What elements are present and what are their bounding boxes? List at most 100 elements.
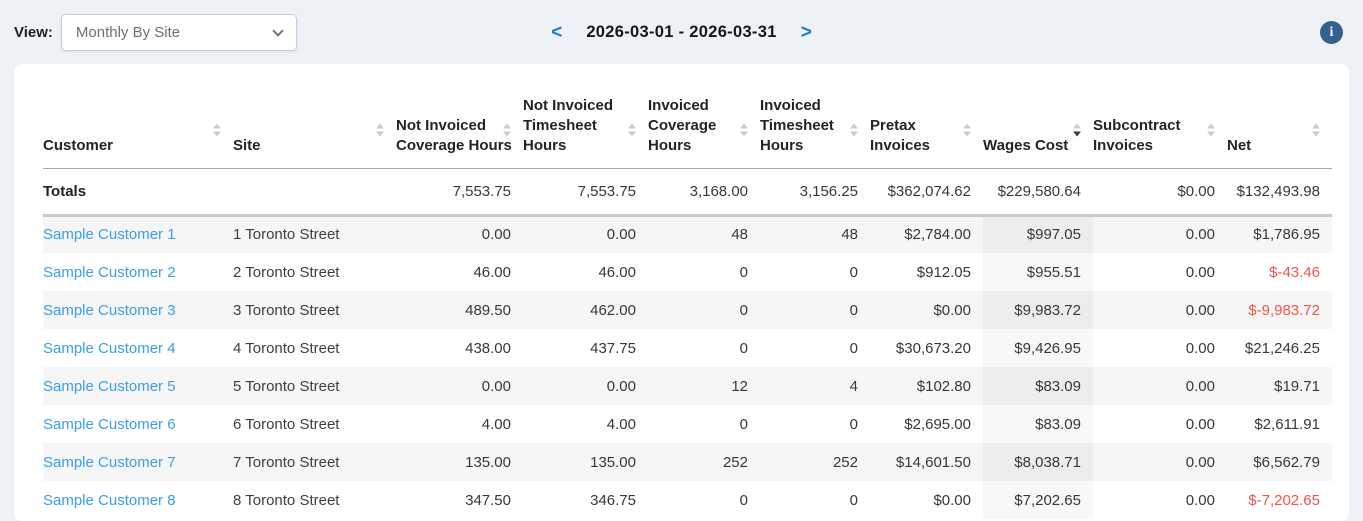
- site-cell: 5 Toronto Street: [233, 367, 396, 405]
- numeric-cell-subcontract-invoices: 0.00: [1093, 443, 1227, 481]
- numeric-cell-pretax-invoices: $0.00: [870, 291, 983, 329]
- numeric-cell-subcontract-invoices: 0.00: [1093, 367, 1227, 405]
- site-cell: 8 Toronto Street: [233, 491, 340, 509]
- numeric-cell-wages-cost: $997.05: [983, 215, 1093, 253]
- numeric-cell-invoiced-timesheet-hours: 0: [760, 291, 870, 329]
- numeric-cell-subcontract-invoices: 0.00: [1185, 491, 1215, 509]
- customer-link[interactable]: Sample Customer 8: [43, 491, 176, 509]
- column-header-invoiced-timesheet-hours[interactable]: Invoiced Timesheet Hours: [760, 92, 870, 169]
- numeric-cell-wages-cost: $7,202.65: [983, 481, 1093, 519]
- customer-link[interactable]: Sample Customer 1: [43, 226, 176, 244]
- customer-link[interactable]: Sample Customer 7: [43, 453, 176, 471]
- report-table: Customer Site Not Invoiced Coverage Hours No…: [43, 92, 1332, 519]
- customer-cell: Sample Customer 2: [43, 253, 233, 291]
- numeric-cell-pretax-invoices: $2,695.00: [904, 415, 971, 433]
- customer-link[interactable]: Sample Customer 4: [43, 339, 176, 357]
- customer-link[interactable]: Sample Customer 6: [43, 415, 176, 433]
- column-header-invoiced-coverage-hours[interactable]: Invoiced Coverage Hours: [648, 92, 760, 169]
- next-period-button[interactable]: >: [800, 21, 812, 43]
- numeric-cell-not-invoiced-coverage-hours: 135.00: [396, 443, 523, 481]
- column-header-customer[interactable]: Customer: [43, 92, 233, 169]
- table-row: Sample Customer 2 2 Toronto Street 46.00 46…: [43, 253, 1332, 291]
- numeric-cell-not-invoiced-coverage-hours: 347.50: [465, 491, 511, 509]
- numeric-cell-invoiced-coverage-hours: 252: [648, 443, 760, 481]
- numeric-cell-invoiced-coverage-hours: 0: [739, 263, 748, 281]
- column-label: Not Invoiced Timesheet Hours: [523, 96, 614, 154]
- customer-cell: Sample Customer 7: [43, 443, 233, 481]
- site-cell: 3 Toronto Street: [233, 291, 396, 329]
- numeric-cell-subcontract-invoices: 0.00: [1185, 415, 1215, 433]
- numeric-cell-invoiced-coverage-hours: 0: [739, 491, 748, 509]
- column-header-not-invoiced-timesheet-hours[interactable]: Not Invoiced Timesheet Hours: [523, 92, 648, 169]
- numeric-cell-invoiced-coverage-hours: 0: [739, 415, 748, 433]
- column-label: Not Invoiced Coverage Hours: [396, 116, 512, 154]
- numeric-cell-invoiced-timesheet-hours: 0: [849, 339, 858, 357]
- customer-link[interactable]: Sample Customer 5: [43, 377, 176, 395]
- sort-icon: [376, 123, 384, 137]
- table-row: Sample Customer 1 1 Toronto Street 0.00 0.0…: [43, 215, 1332, 253]
- numeric-cell-pretax-invoices: $14,601.50: [870, 443, 983, 481]
- column-header-not-invoiced-coverage-hours[interactable]: Not Invoiced Coverage Hours: [396, 92, 523, 169]
- numeric-cell-invoiced-coverage-hours: 12: [648, 367, 760, 405]
- numeric-cell-not-invoiced-timesheet-hours: 0.00: [523, 367, 648, 405]
- info-icon[interactable]: i: [1320, 20, 1343, 44]
- chevron-down-icon: [272, 24, 284, 37]
- column-header-subcontract-invoices[interactable]: Subcontract Invoices: [1093, 92, 1227, 169]
- numeric-cell-invoiced-coverage-hours: 48: [648, 215, 760, 253]
- totals-cell-subcontract-invoices: $0.00: [1093, 168, 1227, 217]
- view-label: View:: [14, 23, 53, 41]
- numeric-cell-pretax-invoices: $0.00: [933, 491, 971, 509]
- table-row: Sample Customer 3 3 Toronto Street 489.50 4…: [43, 291, 1332, 329]
- numeric-cell-net: $21,246.25: [1244, 339, 1320, 357]
- numeric-cell-not-invoiced-timesheet-hours: 4.00: [606, 415, 636, 433]
- totals-site-cell: [233, 168, 396, 217]
- numeric-cell-not-invoiced-timesheet-hours: 46.00: [598, 263, 636, 281]
- site-cell: 1 Toronto Street: [233, 215, 396, 253]
- sort-icon: [1312, 123, 1320, 137]
- totals-cell-invoiced-timesheet-hours: 3,156.25: [760, 168, 870, 217]
- numeric-cell-pretax-invoices: $30,673.20: [895, 339, 971, 357]
- date-navigation: < 2026-03-01 - 2026-03-31 >: [551, 23, 812, 42]
- sort-icon: [963, 123, 971, 137]
- numeric-cell-pretax-invoices: $912.05: [916, 263, 971, 281]
- column-label: Invoiced Coverage Hours: [648, 96, 717, 154]
- numeric-cell-net: $-43.46: [1269, 263, 1320, 281]
- numeric-cell-not-invoiced-coverage-hours: 438.00: [465, 339, 511, 357]
- customer-link[interactable]: Sample Customer 2: [43, 263, 176, 281]
- numeric-cell-net: $6,562.79: [1227, 443, 1332, 481]
- numeric-cell-not-invoiced-timesheet-hours: 0.00: [523, 215, 648, 253]
- column-header-net[interactable]: Net: [1227, 92, 1332, 169]
- numeric-cell-net: $19.71: [1227, 367, 1332, 405]
- date-range-label: 2026-03-01 - 2026-03-31: [586, 22, 777, 41]
- site-cell: 7 Toronto Street: [233, 443, 396, 481]
- view-select[interactable]: Monthly By Site: [60, 13, 297, 51]
- site-cell: 2 Toronto Street: [233, 263, 340, 281]
- sort-icon: [213, 123, 221, 137]
- previous-period-button[interactable]: <: [551, 21, 563, 43]
- numeric-cell-not-invoiced-coverage-hours: 489.50: [396, 291, 523, 329]
- table-row: Sample Customer 8 8 Toronto Street 347.50 3…: [43, 481, 1332, 519]
- table-row: Sample Customer 6 6 Toronto Street 4.00 4.0…: [43, 405, 1332, 443]
- numeric-cell-invoiced-coverage-hours: 0: [739, 339, 748, 357]
- numeric-cell-invoiced-timesheet-hours: 4: [760, 367, 870, 405]
- customer-cell: Sample Customer 6: [43, 405, 233, 443]
- column-label: Subcontract Invoices: [1093, 116, 1181, 154]
- totals-cell-wages-cost: $229,580.64: [983, 168, 1093, 217]
- info-wrap: i: [1320, 20, 1343, 44]
- numeric-cell-net: $1,786.95: [1227, 215, 1332, 253]
- column-header-pretax-invoices[interactable]: Pretax Invoices: [870, 92, 983, 169]
- numeric-cell-wages-cost: $83.09: [983, 367, 1093, 405]
- customer-cell: Sample Customer 8: [43, 481, 233, 519]
- column-header-wages-cost[interactable]: Wages Cost: [983, 92, 1093, 169]
- numeric-cell-subcontract-invoices: 0.00: [1093, 215, 1227, 253]
- column-label: Pretax Invoices: [870, 116, 931, 154]
- numeric-cell-wages-cost: $9,426.95: [983, 329, 1093, 367]
- sort-icon: [628, 123, 636, 137]
- customer-link[interactable]: Sample Customer 3: [43, 301, 176, 319]
- numeric-cell-invoiced-timesheet-hours: 0: [849, 415, 858, 433]
- table-row: Sample Customer 4 4 Toronto Street 438.00 4…: [43, 329, 1332, 367]
- numeric-cell-invoiced-timesheet-hours: 48: [760, 215, 870, 253]
- column-header-site[interactable]: Site: [233, 92, 396, 169]
- totals-cell-pretax-invoices: $362,074.62: [870, 168, 983, 217]
- column-label: Invoiced Timesheet Hours: [760, 96, 834, 154]
